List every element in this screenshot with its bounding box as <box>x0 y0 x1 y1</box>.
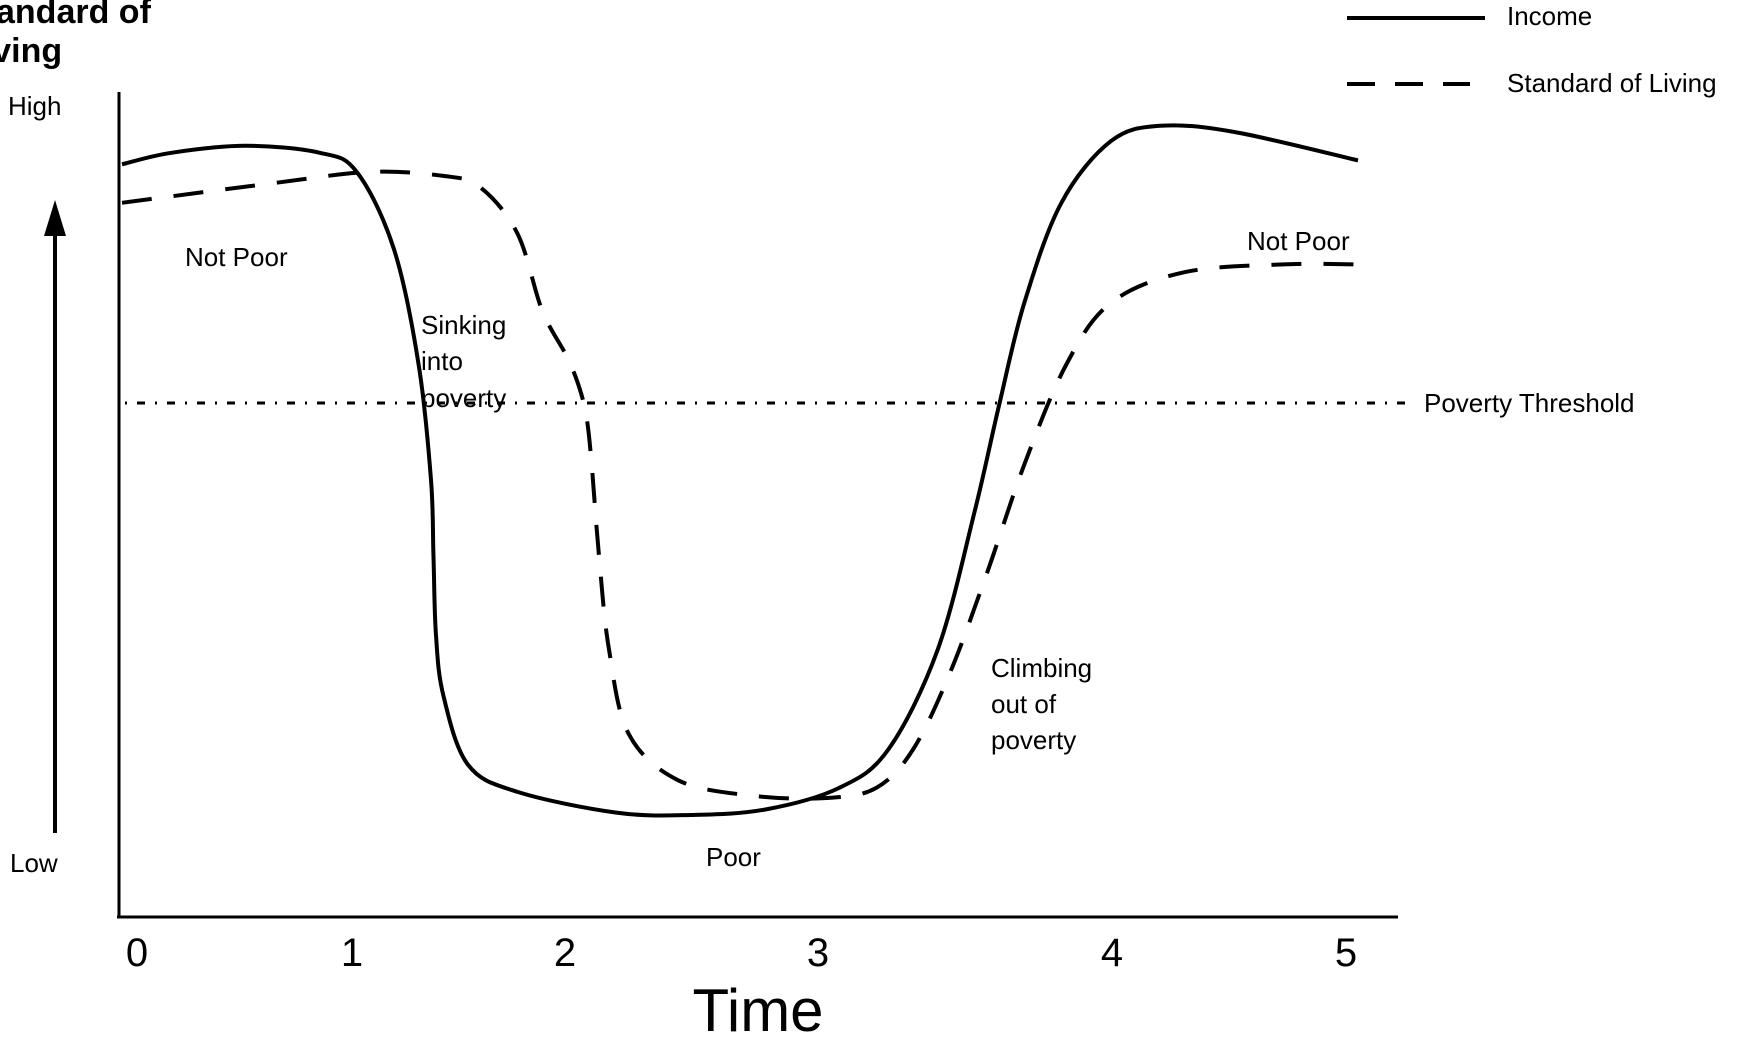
standard-of-living-line <box>121 169 1359 801</box>
x-axis-title: Time <box>692 977 823 1041</box>
income-line <box>121 123 1359 818</box>
y-title-line-2: Living <box>0 32 62 70</box>
x-tick-label-5: 5 <box>1335 931 1357 975</box>
legend-standard-of-living-label: Standard of Living <box>1507 68 1717 98</box>
x-tick-label-0: 0 <box>126 931 148 975</box>
y-arrow-head <box>44 200 66 236</box>
x-tick-labels: 0 1 2 3 4 5 <box>126 931 1357 975</box>
x-tick-label-1: 1 <box>341 931 363 975</box>
x-tick-label-2: 2 <box>554 931 576 975</box>
x-tick-label-3: 3 <box>807 931 829 975</box>
annotation-climbing-line-2: out of <box>991 689 1057 719</box>
y-title-line-1: Standard of <box>0 0 152 31</box>
annotation-not-poor-right: Not Poor <box>1247 226 1350 256</box>
annotation-climbing-line-3: poverty <box>991 725 1076 755</box>
legend: Income Standard of Living <box>1347 1 1717 98</box>
y-label-high: High <box>8 91 61 121</box>
y-label-low: Low <box>10 848 58 878</box>
annotation-sinking-line-1: Sinking <box>421 310 506 340</box>
x-tick-label-4: 4 <box>1101 931 1123 975</box>
annotation-not-poor-left: Not Poor <box>185 242 288 272</box>
annotation-poor: Poor <box>706 842 761 872</box>
poverty-threshold-label: Poverty Threshold <box>1424 388 1635 418</box>
legend-income-label: Income <box>1507 1 1592 31</box>
annotation-sinking-line-2: into <box>421 346 463 376</box>
annotation-climbing-line-1: Climbing <box>991 653 1092 683</box>
annotation-sinking-line-3: poverty <box>421 383 506 413</box>
